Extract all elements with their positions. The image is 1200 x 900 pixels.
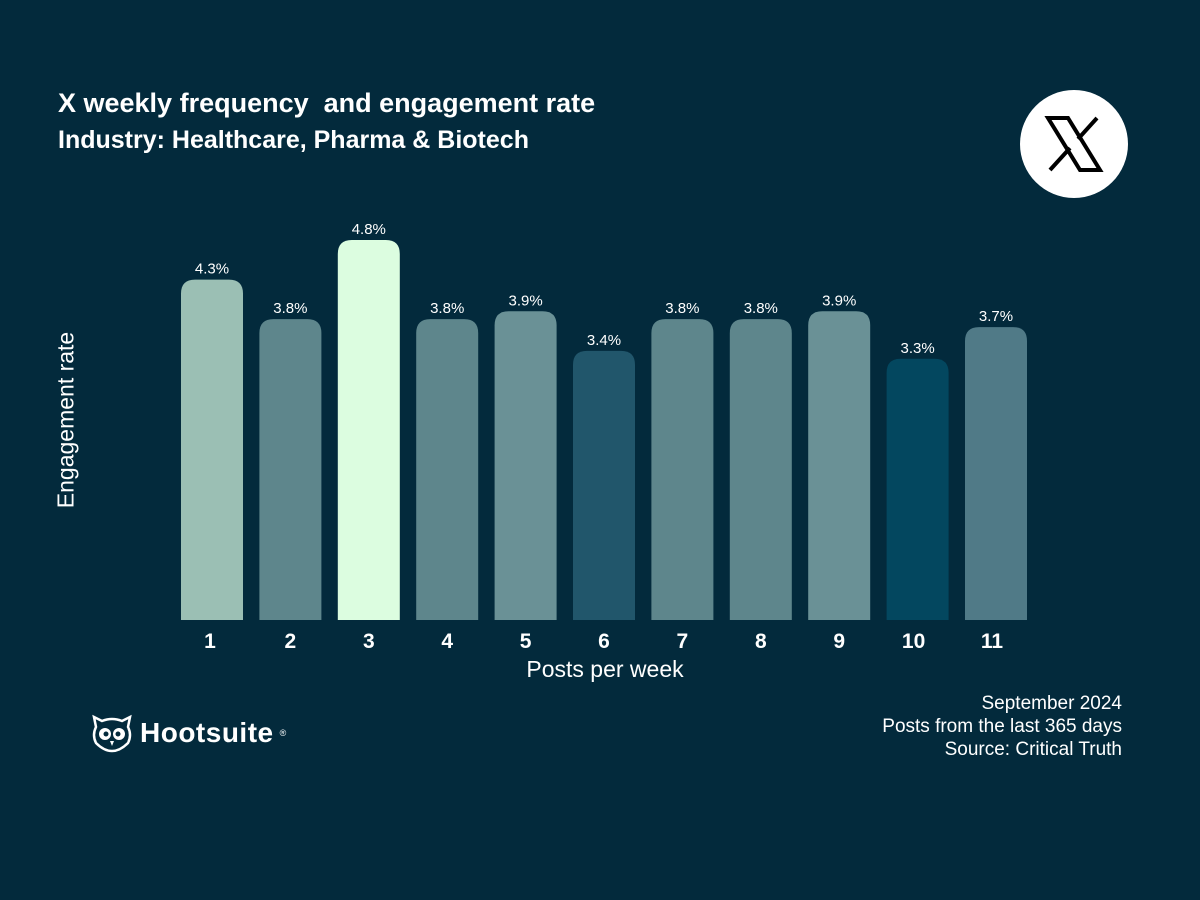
x-tick-label: 9 xyxy=(833,630,845,653)
bar-6 xyxy=(573,350,635,620)
data-label: 3.8% xyxy=(665,300,699,317)
footer-date: September 2024 xyxy=(981,693,1123,714)
x-tick-label: 7 xyxy=(677,630,689,653)
bar-2 xyxy=(259,319,322,620)
x-logo-icon xyxy=(1020,90,1128,198)
bar-11 xyxy=(965,327,1027,620)
x-tick-label: 11 xyxy=(981,630,1004,653)
bar-9 xyxy=(808,311,871,620)
bar-5 xyxy=(494,311,557,620)
footer-period: Posts from the last 365 days xyxy=(882,716,1122,737)
bar-10 xyxy=(886,358,949,620)
data-label: 3.9% xyxy=(508,292,542,309)
chart-title: X weekly frequency and engagement rate xyxy=(58,88,596,118)
brand-name: Hootsuite xyxy=(140,717,274,748)
x-tick-label: 5 xyxy=(520,630,532,653)
x-tick-label: 10 xyxy=(902,630,925,653)
x-tick-label: 6 xyxy=(598,630,610,653)
data-label: 3.7% xyxy=(979,308,1013,325)
bar-1 xyxy=(181,279,243,620)
data-label: 4.3% xyxy=(195,261,229,278)
bar-3 xyxy=(337,240,400,620)
bar-8 xyxy=(729,319,792,620)
data-label: 3.8% xyxy=(744,300,778,317)
x-tick-label: 4 xyxy=(441,630,453,653)
hootsuite-logo: Hootsuite ® xyxy=(90,713,286,753)
x-tick-label: 2 xyxy=(285,630,297,653)
data-label: 3.3% xyxy=(900,340,934,357)
footer-notes: September 2024 Posts from the last 365 d… xyxy=(882,692,1122,761)
bar-4 xyxy=(416,319,479,620)
data-label: 3.8% xyxy=(430,300,464,317)
x-axis-label: Posts per week xyxy=(526,656,684,682)
data-label: 4.8% xyxy=(352,221,386,238)
data-label: 3.4% xyxy=(587,332,621,349)
owl-icon xyxy=(92,714,132,753)
bar-7 xyxy=(651,319,714,620)
x-tick-label: 3 xyxy=(363,630,375,653)
x-tick-label: 8 xyxy=(755,630,767,653)
x-tick-label: 1 xyxy=(204,630,216,653)
footer-source: Source: Critical Truth xyxy=(944,739,1122,760)
data-label: 3.8% xyxy=(273,300,307,317)
data-label: 3.9% xyxy=(822,292,856,309)
chart-subtitle: Industry: Healthcare, Pharma & Biotech xyxy=(58,126,529,154)
